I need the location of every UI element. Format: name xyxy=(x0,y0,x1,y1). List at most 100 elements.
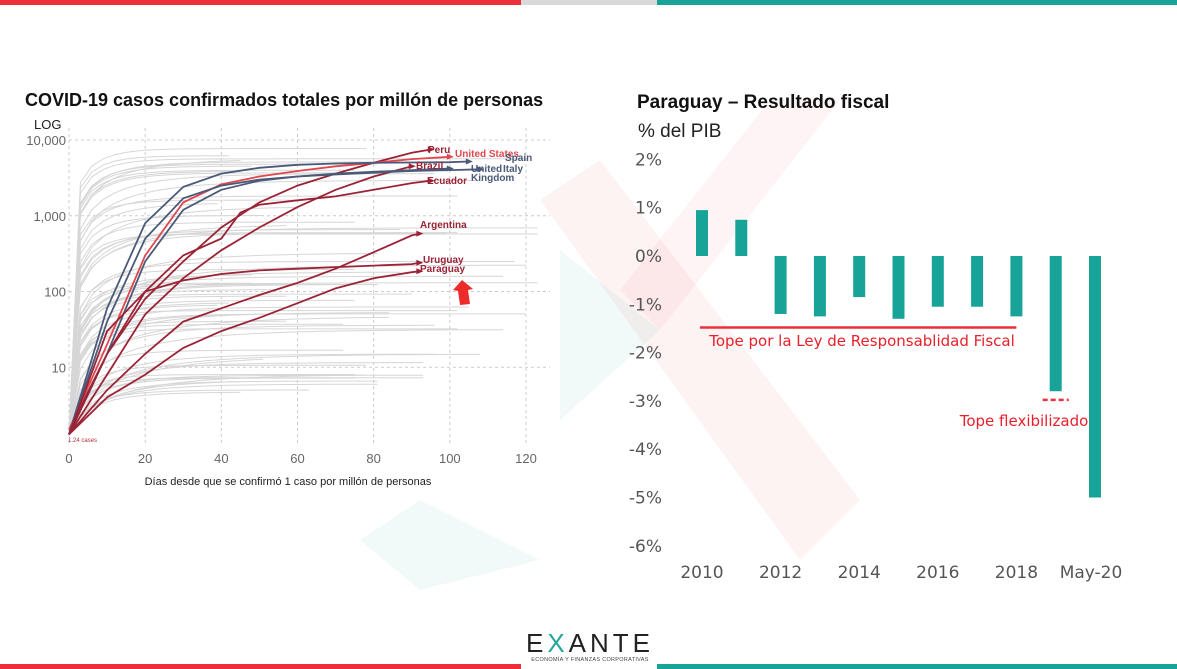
covid-series-lines xyxy=(68,146,485,436)
fiscal-y-tick: -3% xyxy=(629,392,662,412)
covid-series-arrowhead xyxy=(416,268,424,275)
logo-letter-x: X xyxy=(547,628,569,658)
covid-background-line xyxy=(68,253,378,435)
covid-label-united-states: United States xyxy=(455,149,519,160)
fiscal-bar-2017 xyxy=(971,256,984,307)
covid-series-arrowhead xyxy=(416,259,424,266)
covid-y-tick: 10,000 xyxy=(26,133,66,148)
fiscal-x-tick: 2014 xyxy=(838,563,881,583)
covid-series-arrowhead xyxy=(427,146,435,153)
covid-series-argentina xyxy=(68,232,420,435)
covid-background-line xyxy=(68,268,355,435)
covid-series-arrowhead xyxy=(446,153,454,160)
covid-background-line xyxy=(68,195,458,435)
covid-background-line xyxy=(68,295,287,435)
right-chart-title: Paraguay – Resultado fiscal xyxy=(637,92,890,113)
covid-background-line xyxy=(68,155,229,435)
covid-x-tick: 80 xyxy=(366,451,380,466)
covid-label-brazil: Brazil xyxy=(416,161,443,172)
covid-background-line xyxy=(68,221,355,435)
covid-background-line xyxy=(68,179,481,435)
covid-label-uruguay: Uruguay xyxy=(423,255,464,266)
covid-y-tick: 1,000 xyxy=(33,209,66,224)
covid-x-tick: 60 xyxy=(290,451,304,466)
covid-background-line xyxy=(68,374,424,435)
covid-background-line xyxy=(68,316,389,435)
covid-background-line xyxy=(68,306,469,435)
covid-background-line xyxy=(68,148,367,435)
fiscal-x-tick: May-20 xyxy=(1060,563,1123,583)
fiscal-bar-2012 xyxy=(774,256,787,314)
top-rule-grey xyxy=(521,0,657,5)
covid-series-arrowhead xyxy=(477,166,485,173)
logo-letters-ante: ANTE xyxy=(568,628,655,658)
covid-series-uruguay xyxy=(68,261,420,435)
covid-background-line xyxy=(68,199,298,435)
covid-series-brazil xyxy=(68,165,413,435)
covid-series-arrowhead xyxy=(465,158,473,165)
covid-label-united-kingdom: United Kingdom xyxy=(471,164,514,184)
fiscal-y-tick: 2% xyxy=(635,150,662,170)
covid-start-label: 1.24 cases xyxy=(68,438,97,444)
covid-series-peru xyxy=(68,148,431,431)
covid-background-line xyxy=(68,329,504,435)
covid-series-ecuador xyxy=(68,179,431,435)
covid-background-line xyxy=(68,225,287,435)
fiscal-flex-label: Tope flexibilizado xyxy=(959,412,1089,430)
covid-label-paraguay: Paraguay xyxy=(420,264,465,275)
fiscal-bar-May-20 xyxy=(1089,256,1101,498)
covid-series-arrowhead xyxy=(427,177,435,184)
covid-label-peru: Peru xyxy=(428,145,450,156)
covid-series-united-states xyxy=(68,155,450,431)
covid-x-tick: 120 xyxy=(515,451,537,466)
covid-tick-labels: 10 100 1,000 10,000 0 20 40 60 80 100 120 xyxy=(26,133,537,466)
fiscal-x-tick: 2010 xyxy=(680,563,723,583)
fiscal-bar-2016 xyxy=(931,256,944,307)
fiscal-y-tick: -4% xyxy=(629,440,662,460)
covid-background-line xyxy=(68,227,538,435)
covid-background-line xyxy=(68,389,309,435)
covid-background-line xyxy=(68,358,264,435)
covid-y-tick: 10 xyxy=(52,360,66,375)
top-rule-red xyxy=(0,0,521,5)
covid-background-line xyxy=(68,349,344,435)
covid-series-arrowhead xyxy=(408,163,416,170)
covid-background-line xyxy=(68,264,526,435)
covid-background-line xyxy=(68,173,435,435)
left-chart-title: COVID-19 casos confirmados totales por m… xyxy=(25,90,544,110)
top-rule-teal xyxy=(657,0,1177,5)
fiscal-cap-label: Tope por la Ley de Responsablidad Fiscal xyxy=(708,332,1015,350)
covid-series-italy xyxy=(68,168,481,435)
covid-label-ecuador: Ecuador xyxy=(427,176,467,187)
covid-background-line xyxy=(68,282,538,435)
covid-x-tick: 40 xyxy=(214,451,228,466)
fiscal-caps xyxy=(700,326,1069,402)
fiscal-bar-2014 xyxy=(853,256,866,298)
fiscal-bar-2010 xyxy=(696,210,708,256)
fiscal-y-tick: -6% xyxy=(629,537,662,557)
covid-background-line xyxy=(68,314,229,435)
covid-label-argentina: Argentina xyxy=(420,220,467,231)
covid-x-axis-label: Días desde que se confirmó 1 caso por mi… xyxy=(145,476,432,488)
fiscal-x-tick: 2016 xyxy=(916,563,959,583)
covid-background-line xyxy=(68,289,275,435)
covid-x-tick: 0 xyxy=(65,451,72,466)
covid-x-tick: 20 xyxy=(138,451,152,466)
covid-background-line xyxy=(68,362,424,435)
covid-y-axis-label: LOG xyxy=(34,117,61,132)
covid-background-line xyxy=(68,206,298,435)
covid-background-line xyxy=(68,284,367,435)
exante-logo: EXANTE ECONOMÍA Y FINANZAS CORPORATIVAS xyxy=(520,628,660,663)
right-chart-unit: % del PIB xyxy=(638,121,722,142)
fiscal-y-tick: 1% xyxy=(635,199,662,219)
covid-background-line xyxy=(68,158,526,435)
covid-label-italy: Italy xyxy=(503,164,523,175)
fiscal-tick-labels: 2% 1% 0% -1% -2% -3% -4% -5% -6% 2010 2012 2014 2016… xyxy=(629,150,1122,583)
covid-x-tick: 100 xyxy=(439,451,461,466)
bottom-rule-teal xyxy=(657,664,1177,669)
fiscal-x-tick: 2018 xyxy=(995,563,1038,583)
covid-background-line xyxy=(68,304,218,435)
